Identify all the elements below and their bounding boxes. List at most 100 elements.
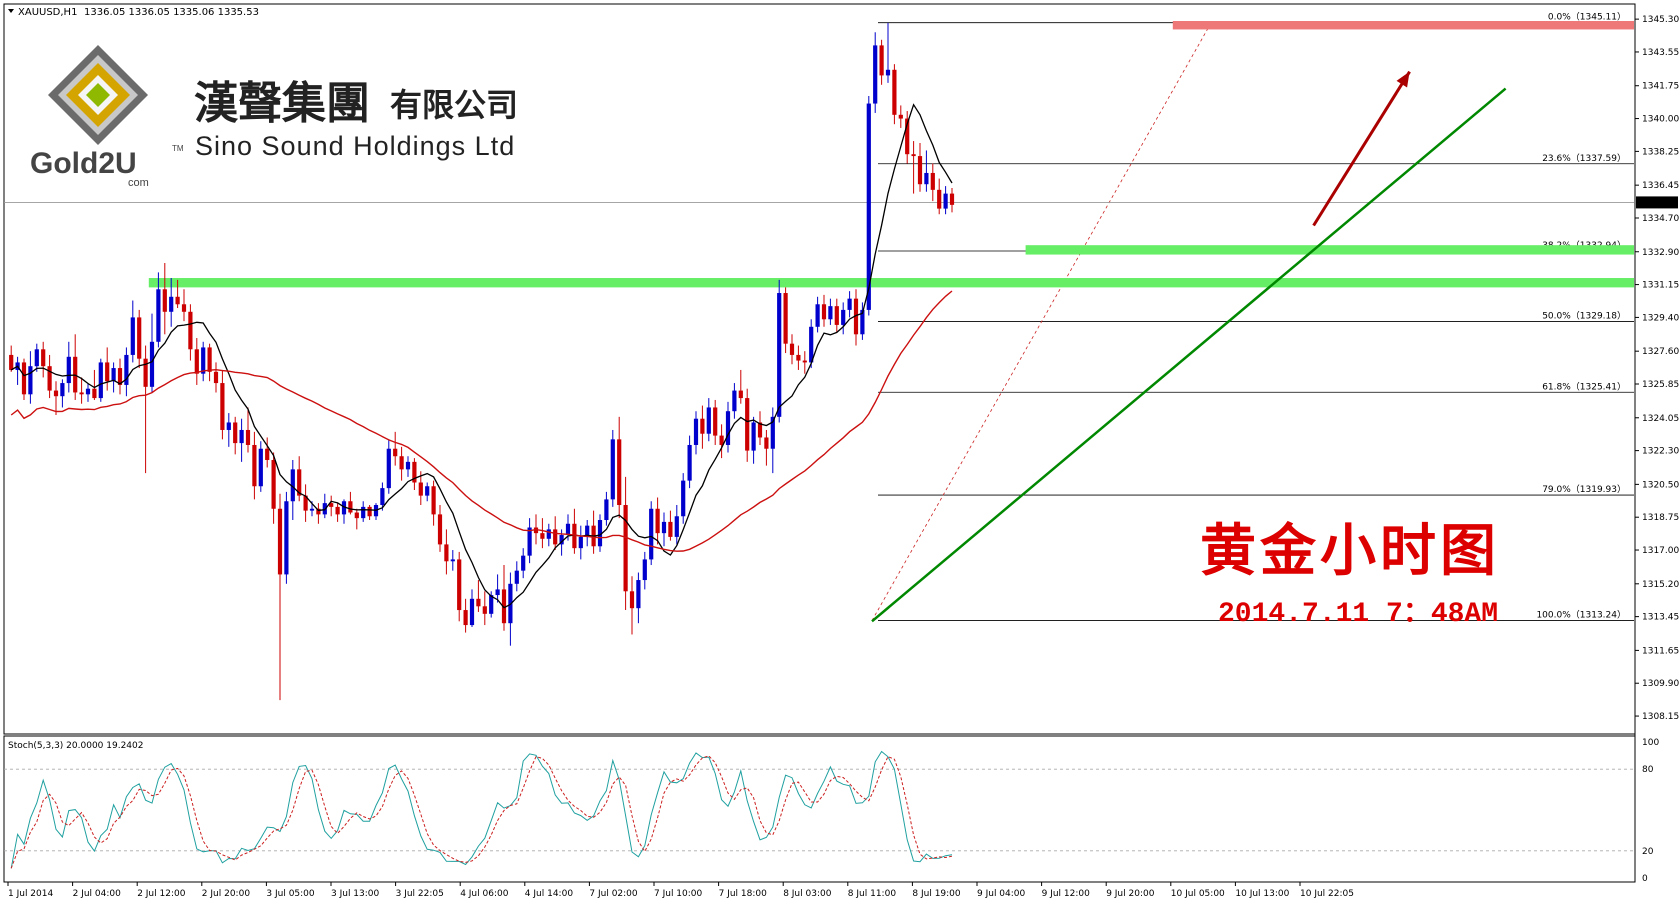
candle-body [802, 360, 807, 363]
candle-body [489, 595, 494, 614]
bull-candle [425, 482, 430, 502]
drawings [871, 70, 1507, 623]
bull-candle [521, 548, 526, 579]
bull-candle [777, 279, 782, 423]
candle-body [501, 589, 507, 624]
bear-candle [162, 263, 167, 335]
bear-candle [92, 369, 97, 400]
bull-candle [85, 383, 91, 402]
candle-body [533, 527, 539, 534]
stoch-tick-label: 20 [1642, 847, 1654, 857]
time-axis: 1 Jul 2014 2 Jul 04:00 2 Jul 12:00 2 Jul 20… [7, 882, 1354, 899]
bull-candle [149, 313, 155, 393]
bear-candle [271, 452, 276, 524]
bear-candle [789, 334, 795, 365]
time-tick-label: 2 Jul 20:00 [202, 889, 251, 899]
bear-candle [265, 437, 270, 468]
bull-candle [681, 473, 686, 524]
company-cn-name: 漢聲集團 [194, 78, 370, 129]
bull-candle [514, 561, 519, 592]
bull-candle [924, 150, 929, 192]
bear-candle [930, 163, 935, 202]
bear-candle [245, 407, 251, 453]
bear-candle [213, 362, 219, 393]
candle-body [9, 354, 14, 370]
time-tick-label: 9 Jul 04:00 [977, 889, 1026, 899]
bear-candle [463, 598, 468, 633]
candle-body [226, 422, 231, 430]
bear-candle [457, 551, 462, 622]
bull-candle [866, 96, 871, 316]
bear-candle [354, 508, 359, 530]
candle-body [617, 439, 622, 506]
bear-candle [617, 416, 622, 519]
diamond-logo-icon [48, 45, 148, 145]
price-tick-label: 1343.55 [1642, 48, 1679, 58]
candle-body [309, 508, 315, 511]
candle-body [79, 392, 84, 395]
candle-body [431, 486, 436, 515]
bull-candle [98, 358, 103, 402]
candle-body [213, 371, 219, 384]
bear-candle [105, 347, 110, 391]
bear-candle [348, 491, 353, 515]
bear-candle [700, 405, 705, 449]
bull-candle [636, 572, 641, 624]
candle-body [834, 306, 839, 325]
bull-candle [290, 459, 295, 521]
time-tick-label: 8 Jul 11:00 [848, 889, 897, 899]
candle-body [757, 422, 763, 438]
bull-candle [380, 482, 385, 511]
bull-candle [361, 501, 366, 522]
candle-body [220, 383, 225, 430]
candle-body [847, 298, 852, 310]
bull-candle [687, 435, 692, 489]
candle-body [553, 529, 558, 545]
candle-body [917, 156, 923, 185]
bear-candle [418, 471, 423, 506]
stoch-tick-label: 100 [1642, 738, 1659, 748]
candle-body [841, 309, 846, 325]
fib-diagonal [871, 22, 1212, 621]
candle-body [60, 383, 65, 397]
candle-body [105, 362, 110, 382]
support-zone [148, 278, 1634, 288]
bear-candle [745, 388, 750, 462]
stoch-panel [3, 735, 1636, 883]
price-tick-label: 1329.40 [1642, 313, 1679, 323]
company-cn-suffix: 有限公司 [390, 86, 518, 124]
price-tick-label: 1315.20 [1642, 580, 1679, 590]
bear-candle [194, 338, 199, 385]
stochastic-oscillator: Stoch(5,3,3) 20.0000 19.2402 100 80 20 0 [4, 738, 1659, 884]
dropdown-triangle-icon[interactable] [8, 9, 14, 13]
candle-body [860, 309, 865, 335]
bear-candle [316, 503, 321, 524]
candle-body [252, 444, 257, 487]
candle-body [316, 508, 321, 515]
bull-candle [578, 525, 583, 560]
time-tick-label: 3 Jul 05:00 [266, 889, 315, 899]
price-tick-label: 1320.50 [1642, 480, 1679, 490]
candle-body [770, 416, 775, 449]
bull-candle [130, 300, 135, 363]
candle-body [450, 559, 455, 562]
candle-body [668, 521, 673, 537]
candle-body [41, 349, 46, 367]
bull-candle [770, 407, 775, 474]
price-tick-label: 1311.65 [1642, 646, 1679, 656]
bull-candle [661, 512, 667, 547]
candle-body [764, 437, 769, 449]
stoch-tick-label: 0 [1642, 874, 1648, 884]
arrow-head-icon [1396, 71, 1410, 88]
price-tick-label: 1327.60 [1642, 347, 1679, 357]
candle-body [245, 429, 251, 445]
price-tick-label: 1331.15 [1642, 281, 1679, 291]
fib-level-label: 0.0%（1345.11） [1548, 12, 1626, 23]
bear-candle [892, 64, 897, 125]
price-axis: 1345.30 1343.55 1341.75 1340.00 1338.25 1336.… [1635, 15, 1679, 722]
candle-body [732, 390, 737, 412]
bull-candle [809, 319, 814, 369]
up-arrow-icon [1312, 70, 1411, 227]
bull-candle [649, 501, 654, 566]
